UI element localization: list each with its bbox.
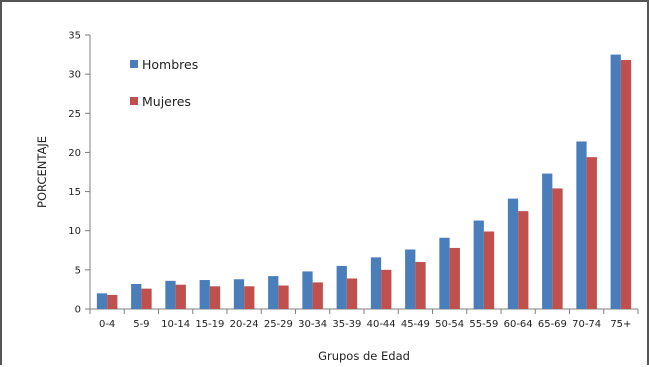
bar-hombres-35-39 [336,265,347,309]
legend-swatch-hombres [130,60,138,68]
x-ticks: 0-4 5-9 10-14 15-19 20-24 25-29 30-34 35-39 40-4… [89,309,639,330]
x-tick-label: 10-14 [161,319,190,330]
bar-hombres-40-44 [370,257,382,309]
x-tick-label: 65-69 [538,319,567,330]
bar-mujeres-15-19 [209,286,221,309]
y-tick-label: 35 [68,31,81,42]
bar-mujeres-65-69 [552,188,563,309]
bar-mujeres-20-24 [244,286,255,309]
x-tick-label: 15-19 [195,319,224,330]
legend-swatch-mujeres [130,97,138,105]
x-tick-label: 55-59 [469,319,498,330]
x-tick-label: 50-54 [435,319,464,330]
bar-hombres-75+ [610,54,621,310]
bar-mujeres-25-29 [278,285,289,309]
bar-mujeres-30-34 [312,282,323,309]
bar-hombres-70-74 [576,141,587,309]
y-ticks: 0 5 10 15 20 25 30 35 [68,31,90,316]
bar-mujeres-70-74 [586,157,597,309]
bar-mujeres-40-44 [381,269,392,309]
bars [96,54,632,310]
bar-mujeres-5-9 [141,288,152,309]
bar-hombres-30-34 [302,271,313,309]
bar-hombres-65-69 [542,173,553,309]
bar-hombres-60-64 [507,198,519,309]
y-axis-title: PORCENTAJE [35,136,49,208]
y-tick-label: 0 [75,305,81,316]
y-tick-label: 5 [75,265,81,276]
bar-hombres-5-9 [131,283,142,309]
bar-mujeres-75+ [620,60,632,310]
bar-hombres-45-49 [405,249,416,309]
legend-label-hombres: Hombres [142,57,198,72]
x-tick-label: 45-49 [401,319,430,330]
bar-hombres-15-19 [199,280,210,309]
y-tick-label: 15 [68,187,81,198]
x-tick-label: 20-24 [230,319,259,330]
bar-mujeres-35-39 [346,278,358,309]
bar-mujeres-45-49 [415,262,426,309]
y-tick-label: 10 [68,226,81,237]
x-tick-label: 40-44 [367,319,396,330]
x-tick-label: 70-74 [572,319,601,330]
y-tick-label: 20 [68,148,81,159]
y-tick-label: 25 [68,109,81,120]
bar-hombres-0-4 [96,293,108,309]
x-tick-label: 60-64 [504,319,533,330]
bar-mujeres-50-54 [449,247,460,309]
bar-mujeres-10-14 [175,284,186,309]
bar-hombres-55-59 [473,220,484,309]
bar-hombres-10-14 [165,280,176,309]
x-tick-label: 0-4 [99,319,115,330]
bar-hombres-50-54 [439,237,450,309]
x-tick-label: 30-34 [298,319,327,330]
x-tick-label: 35-39 [332,319,361,330]
bar-mujeres-55-59 [483,231,495,309]
legend: Hombres Mujeres [130,57,198,109]
x-tick-label: 75+ [610,319,631,330]
x-axis-title: Grupos de Edad [318,349,410,363]
bar-hombres-20-24 [233,279,245,309]
legend-label-mujeres: Mujeres [142,94,191,109]
bar-hombres-25-29 [268,276,279,309]
bar-mujeres-60-64 [518,211,529,309]
x-tick-label: 5-9 [133,319,149,330]
x-tick-label: 25-29 [264,319,293,330]
y-tick-label: 30 [68,70,81,81]
bar-mujeres-0-4 [107,294,118,309]
